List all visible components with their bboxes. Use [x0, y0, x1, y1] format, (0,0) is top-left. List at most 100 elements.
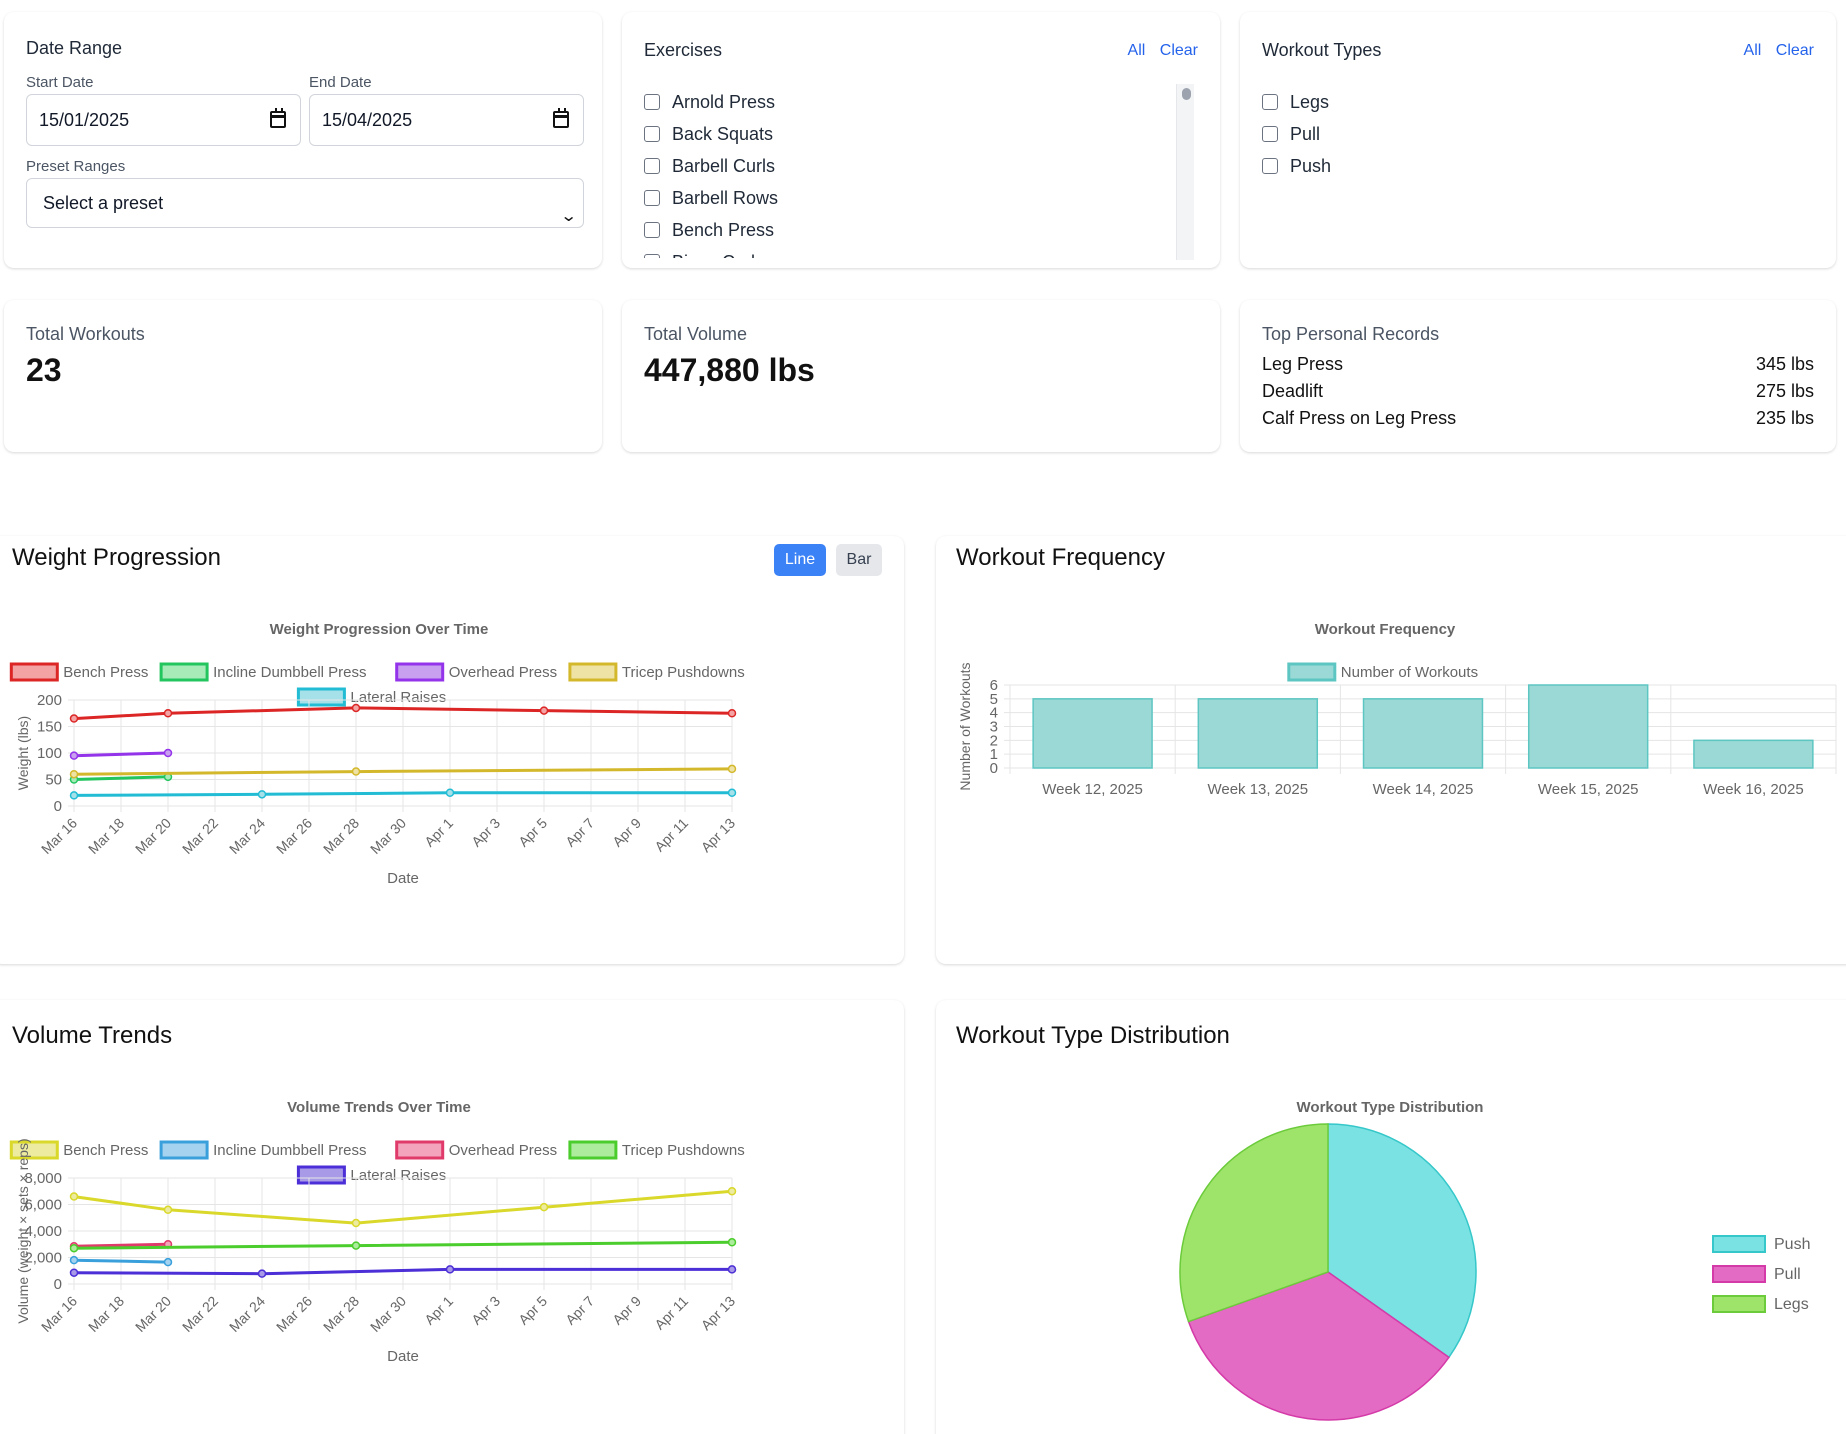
x-tick-label: Apr 1 — [421, 815, 456, 850]
workout-frequency-title: Workout Frequency — [956, 544, 1165, 571]
x-tick-label: Mar 28 — [320, 815, 362, 857]
preset-select[interactable]: Select a preset ⌄ — [26, 178, 584, 228]
checkbox-item[interactable]: Back Squats — [644, 118, 1184, 150]
checkbox-item[interactable]: Bench Press — [644, 214, 1184, 246]
checkbox-item[interactable]: Barbell Rows — [644, 182, 1184, 214]
x-tick-label: Apr 3 — [468, 815, 503, 850]
workout-distribution-title: Workout Type Distribution — [956, 1022, 1230, 1049]
data-point — [69, 1243, 79, 1253]
y-tick-label: 150 — [37, 719, 62, 736]
series-line — [73, 775, 169, 781]
end-date-input[interactable]: 15/04/2025 — [309, 94, 584, 146]
workout-types-clear-link[interactable]: Clear — [1775, 42, 1814, 59]
workout-frequency-chart[interactable]: Workout Frequency Number of Workouts 01234… — [940, 600, 1846, 945]
legend-label: Lateral Raises — [350, 1167, 446, 1184]
calendar-icon[interactable] — [270, 108, 286, 128]
checkbox-item[interactable]: Arnold Press — [644, 86, 1184, 118]
bar-toggle-button[interactable]: Bar — [836, 544, 882, 576]
volume-trends-chart[interactable]: Volume Trends Over Time Bench Press Inclin… — [0, 1078, 900, 1423]
series-line — [73, 791, 732, 797]
data-point — [727, 764, 737, 774]
start-date-label: Start Date — [26, 74, 94, 91]
legend-label: Tricep Pushdowns — [622, 1142, 745, 1159]
y-tick-label: 50 — [45, 772, 62, 789]
y-tick-label: 0 — [54, 1276, 62, 1293]
checkbox[interactable] — [644, 94, 660, 110]
data-point — [727, 788, 737, 797]
workout-distribution-chart[interactable]: Workout Type Distribution Push Pull Legs — [940, 1078, 1846, 1434]
x-tick-label: Week 13, 2025 — [1207, 781, 1308, 798]
x-tick-label: Mar 24 — [226, 1293, 268, 1335]
top-prs-label: Top Personal Records — [1262, 324, 1440, 344]
legend-swatch — [9, 662, 59, 682]
y-tick-label: 6 — [990, 677, 998, 694]
line-toggle-button[interactable]: Line — [774, 544, 826, 576]
end-date-value: 15/04/2025 — [322, 110, 413, 130]
chart-title: Weight Progression Over Time — [270, 621, 489, 638]
x-tick-label: Apr 3 — [468, 1293, 503, 1328]
workout-types-all-link[interactable]: All — [1743, 42, 1762, 59]
total-volume-card: Total Volume 447,880 lbs — [622, 300, 1220, 452]
data-point — [539, 1202, 549, 1212]
series-line — [73, 751, 169, 758]
legend-swatch — [1712, 1235, 1766, 1253]
weight-progression-chart[interactable]: Weight Progression Over Time Bench Press I… — [0, 600, 900, 945]
y-tick-label: 2 — [990, 732, 998, 749]
checkbox-item[interactable]: Pull — [1262, 118, 1802, 150]
checkbox[interactable] — [1262, 94, 1278, 110]
calendar-icon[interactable] — [553, 108, 569, 128]
x-tick-label: Apr 5 — [515, 1293, 550, 1328]
x-axis-label: Date — [387, 1348, 419, 1365]
legend-swatch — [296, 687, 346, 707]
preset-ranges-label: Preset Ranges — [26, 158, 126, 175]
legend-swatch — [568, 1140, 618, 1160]
checkbox[interactable] — [1262, 126, 1278, 142]
checkbox-item[interactable]: Legs — [1262, 86, 1802, 118]
end-date-label: End Date — [309, 74, 372, 91]
checkbox[interactable] — [1262, 158, 1278, 174]
x-tick-label: Mar 26 — [273, 1293, 315, 1335]
checkbox-label: Bench Press — [672, 219, 775, 240]
legend-swatch — [395, 1140, 445, 1160]
checkbox-label: Legs — [1290, 91, 1330, 112]
x-tick-label: Week 14, 2025 — [1373, 781, 1474, 798]
checkbox-item[interactable]: Barbell Curls — [644, 150, 1184, 182]
checkbox-label: Barbell Curls — [672, 155, 776, 176]
checkbox[interactable] — [644, 190, 660, 206]
exercises-all-link[interactable]: All — [1127, 42, 1146, 59]
checkbox[interactable] — [644, 158, 660, 174]
legend-label: Bench Press — [63, 1142, 148, 1159]
data-point — [69, 769, 79, 779]
scrollbar-thumb[interactable] — [1182, 88, 1191, 100]
bar — [1032, 698, 1153, 769]
legend-label: Number of Workouts — [1341, 664, 1478, 681]
checkbox-item[interactable]: Bicep Curls — [644, 246, 1184, 258]
x-tick-label: Mar 30 — [367, 815, 409, 857]
x-tick-label: Week 15, 2025 — [1538, 781, 1639, 798]
pr-row: Leg Press 345 lbs — [1262, 354, 1814, 375]
legend-swatch — [1712, 1295, 1766, 1313]
start-date-input[interactable]: 15/01/2025 — [26, 94, 301, 146]
legend-label: Legs — [1774, 1296, 1809, 1313]
exercises-title: Exercises — [644, 40, 723, 60]
x-tick-label: Apr 7 — [562, 1293, 597, 1328]
checkbox[interactable] — [644, 126, 660, 142]
legend-label: Incline Dumbbell Press — [213, 664, 366, 681]
data-point — [69, 751, 79, 760]
exercises-card: Exercises All Clear Arnold Press Back Squ… — [622, 12, 1220, 268]
checkbox[interactable] — [644, 254, 660, 258]
x-tick-label: Mar 22 — [179, 1293, 221, 1335]
exercises-clear-link[interactable]: Clear — [1159, 42, 1198, 59]
x-tick-label: Mar 16 — [38, 1293, 80, 1335]
exercise-scrollbar[interactable] — [1176, 84, 1194, 260]
pr-exercise-name: Deadlift — [1262, 381, 1324, 401]
checkbox-item[interactable]: Push — [1262, 150, 1802, 182]
checkbox-label: Push — [1290, 155, 1332, 176]
checkbox[interactable] — [644, 222, 660, 238]
chart-title: Volume Trends Over Time — [287, 1099, 471, 1116]
x-tick-label: Mar 20 — [132, 815, 174, 857]
x-tick-label: Apr 11 — [651, 815, 691, 855]
y-tick-label: 4,000 — [24, 1223, 62, 1240]
legend-swatch — [395, 662, 445, 682]
y-axis-label: Number of Workouts — [957, 662, 973, 790]
